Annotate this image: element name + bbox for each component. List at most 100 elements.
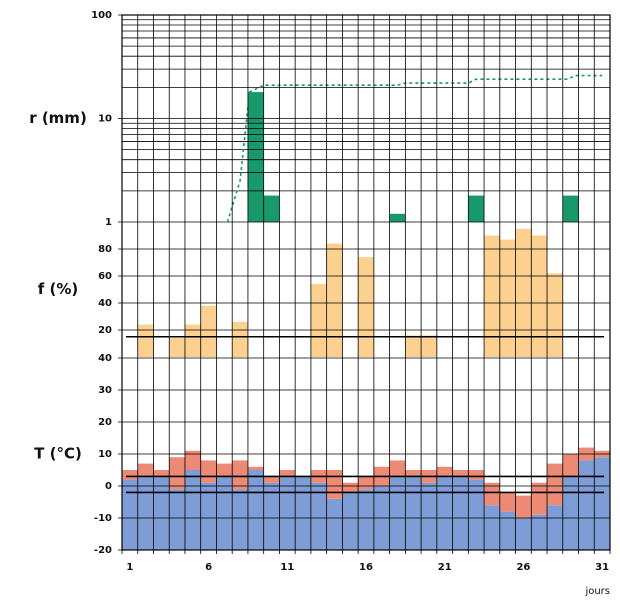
range-bar [484,482,500,506]
y-tick-label: -10 [94,513,112,524]
x-tick-label: 21 [438,562,452,573]
bar [405,335,422,357]
range-bar [468,470,485,480]
min-bar [547,505,563,550]
min-bar [405,476,422,550]
y-tick-label: 100 [91,10,112,21]
bar [310,284,327,357]
min-bar [515,518,532,550]
y-tick-label: 10 [98,114,112,125]
min-bar [279,476,296,550]
y-axis-label: r (mm) [29,109,87,127]
min-bar [184,470,201,550]
plot-frame [121,14,611,551]
min-bar [310,482,327,550]
min-bar [342,492,359,550]
bar [499,239,516,357]
min-bar [358,489,374,550]
y-tick-label: 0 [105,481,112,492]
bar [421,335,437,357]
bar [468,195,485,222]
bar [531,235,548,357]
range-bar [436,466,453,477]
bar [200,305,217,357]
bar [232,321,248,357]
range-bar [216,463,233,477]
min-bar [232,489,248,550]
y-tick-label: 80 [98,244,112,255]
bar [184,324,201,357]
range-bar [137,463,154,477]
min-bar [578,460,595,550]
y-tick-label: 40 [98,353,112,364]
y-axis-label: T (°C) [34,445,82,463]
range-bar [405,470,422,477]
min-bar [468,479,485,550]
range-bar [232,460,248,490]
bar [263,195,280,222]
min-bar [200,482,217,550]
x-tick-label: 31 [595,562,609,573]
min-bar [484,505,500,550]
range-bar [184,450,201,470]
min-bar [421,482,437,550]
range-bar [153,470,170,477]
x-tick-label: 16 [359,562,373,573]
min-bar [153,476,170,550]
y-axis-label: f (%) [38,280,79,298]
min-bar [169,489,185,550]
range-bar [122,470,138,480]
x-axis-label: jours [584,586,610,597]
range-bar [200,460,217,483]
bar [484,235,500,357]
y-tick-label: 40 [98,298,112,309]
y-tick-label: 20 [98,325,112,336]
min-bar [531,514,548,550]
range-bar [531,482,548,515]
min-bar [137,476,154,550]
cumulative-line [226,74,603,223]
bar [547,273,563,357]
range-bar [326,470,343,499]
range-bar [342,482,359,493]
range-bar [547,463,563,506]
min-bar [452,476,469,550]
bar [137,324,154,357]
min-bar [247,470,264,550]
min-bar [263,482,280,550]
min-bar [499,511,516,550]
bar [515,228,532,357]
range-bar [279,470,296,477]
range-bar [562,454,579,477]
min-bar [326,498,343,550]
min-bar [122,479,138,550]
min-bar [295,476,311,550]
bar [169,338,185,357]
range-bar [452,470,469,477]
x-tick-label: 11 [280,562,294,573]
min-bar [389,476,406,550]
y-tick-label: 10 [98,449,112,460]
range-bar [499,492,516,512]
bar [562,195,579,222]
min-bar [594,457,610,550]
bar [247,92,264,223]
x-tick-label: 1 [126,562,133,573]
y-tick-label: 30 [98,385,112,396]
y-tick-label: 20 [98,417,112,428]
range-bar [389,460,406,477]
min-bar [436,476,453,550]
range-bar [169,457,185,490]
range-bar [515,495,532,518]
range-bar [263,476,280,483]
range-bar [358,476,374,490]
y-tick-label: 60 [98,271,112,282]
bar [358,257,374,357]
bar [326,243,343,357]
bar [389,213,406,222]
min-bar [562,476,579,550]
y-tick-label: 1 [105,217,112,228]
range-bar [247,466,264,470]
y-tick-label: -20 [94,545,112,556]
